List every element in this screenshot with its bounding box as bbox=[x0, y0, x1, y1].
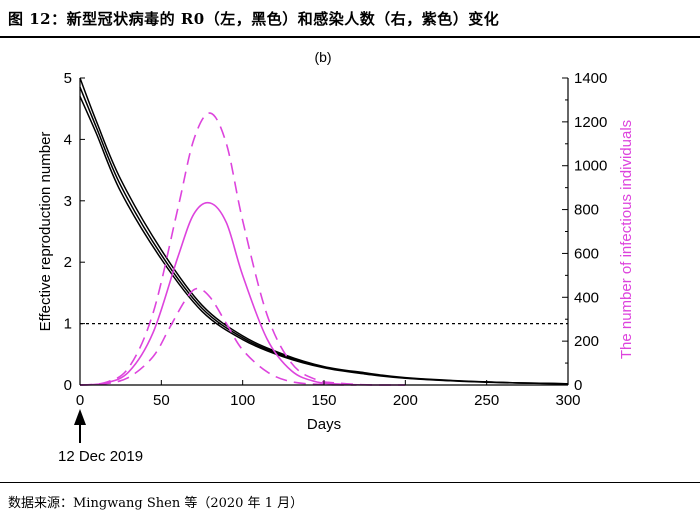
y-left-tick-label: 4 bbox=[64, 131, 72, 148]
x-tick-label: 200 bbox=[393, 392, 418, 409]
y-right-tick-label: 0 bbox=[574, 377, 582, 394]
x-tick-label: 150 bbox=[311, 392, 336, 409]
panel-label: (b) bbox=[314, 49, 331, 65]
y-left-tick-label: 1 bbox=[64, 316, 72, 333]
infectious-line-4 bbox=[79, 201, 406, 386]
source-note: 数据来源：Mingwang Shen 等（2020 年 1 月） bbox=[8, 496, 304, 511]
y-right-tick-label: 400 bbox=[574, 289, 599, 306]
y-right-tick-label: 600 bbox=[574, 245, 599, 262]
source-rule bbox=[0, 482, 700, 483]
x-tick-label: 100 bbox=[230, 392, 255, 409]
figure-title: 图 12：新型冠状病毒的 R0（左，黑色）和感染人数（右，紫色）变化 bbox=[8, 10, 500, 28]
y-left-tick-label: 3 bbox=[64, 193, 72, 210]
x-tick-label: 0 bbox=[76, 392, 84, 409]
y-right-tick-label: 1400 bbox=[574, 70, 607, 87]
y-left-tick-label: 2 bbox=[64, 254, 72, 271]
y-right-tick-label: 1000 bbox=[574, 158, 607, 175]
title-rule bbox=[0, 36, 700, 38]
x-tick-label: 250 bbox=[474, 392, 499, 409]
y-right-tick-label: 1200 bbox=[574, 114, 607, 131]
y-right-tick-label: 200 bbox=[574, 333, 599, 350]
x-tick-label: 300 bbox=[555, 392, 580, 409]
y-left-tick-label: 5 bbox=[64, 70, 72, 87]
y-left-tick-label: 0 bbox=[64, 377, 72, 394]
annotation-label: 12 Dec 2019 bbox=[58, 448, 143, 465]
dual-axis-chart: (b) 0 50 100 150 200 250 300012345020040060080… bbox=[0, 40, 700, 480]
x-tick-label: 50 bbox=[153, 392, 170, 409]
annotation-arrow-head bbox=[74, 409, 86, 425]
y-left-axis-title: Effective reproduction number bbox=[37, 132, 54, 332]
infectious-line-3 bbox=[79, 112, 406, 386]
r0-line-2 bbox=[79, 96, 569, 385]
y-right-axis-title: The number of infectious individuals bbox=[618, 120, 635, 359]
x-axis-title: Days bbox=[307, 416, 341, 433]
y-right-tick-label: 800 bbox=[574, 202, 599, 219]
